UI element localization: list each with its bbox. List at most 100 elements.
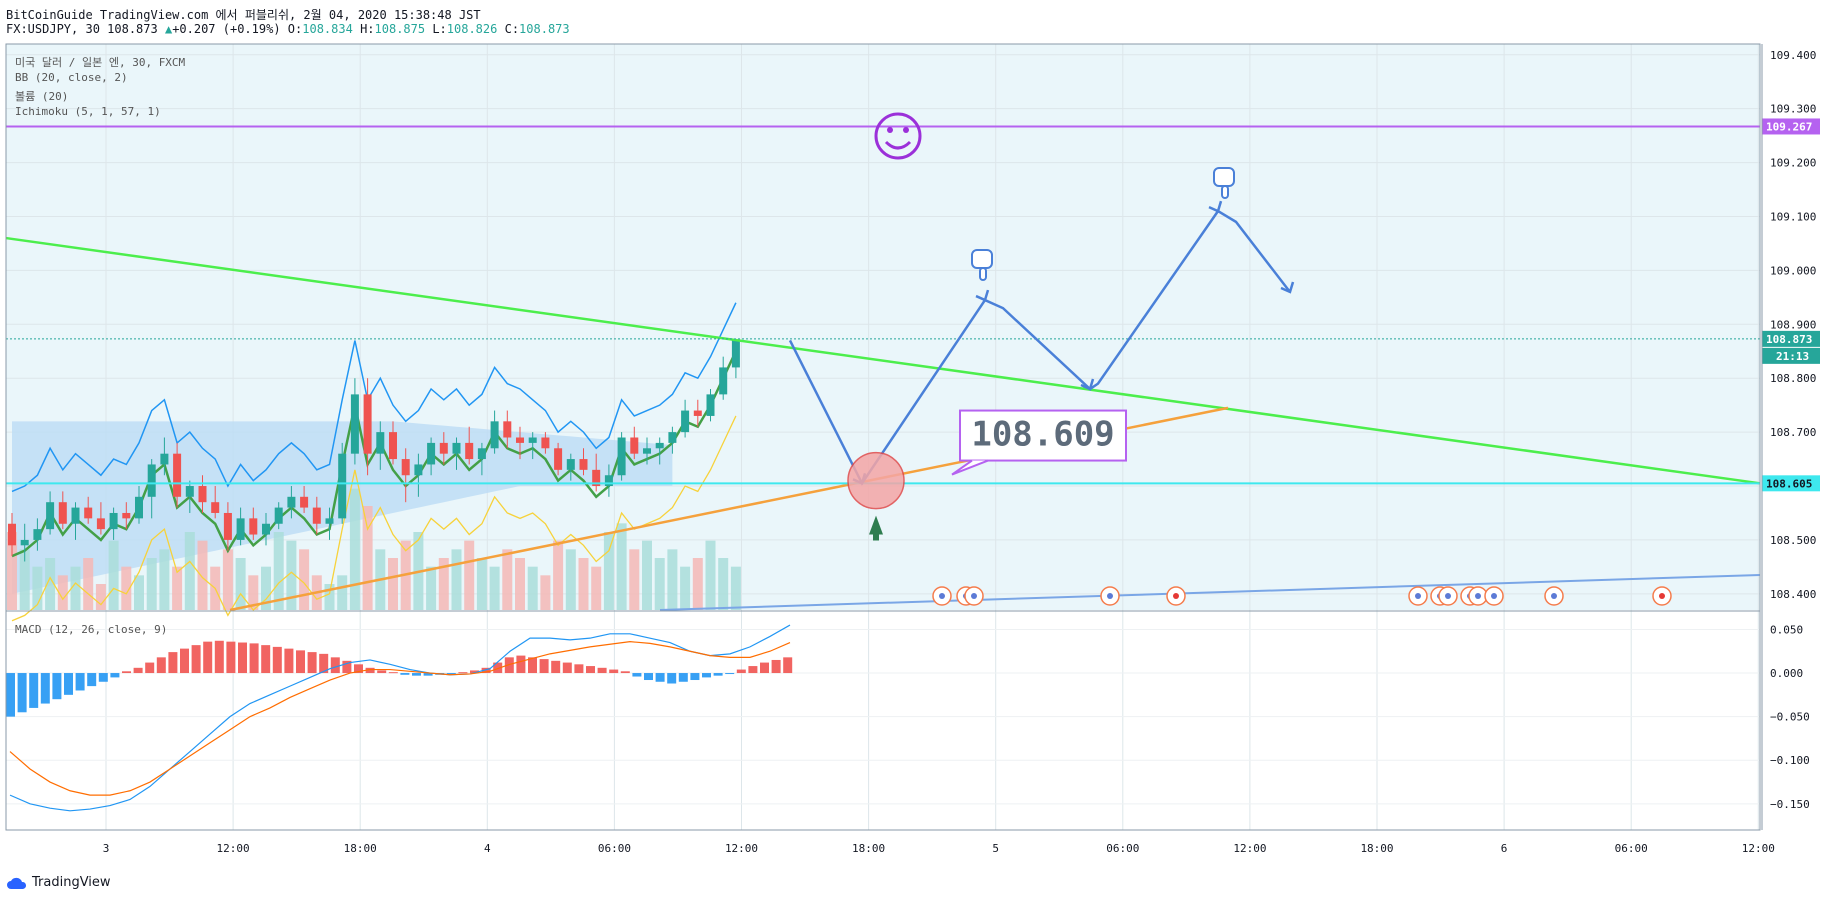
volume-bar <box>19 549 30 610</box>
macd-histogram-bar <box>736 669 746 674</box>
volume-bar <box>730 566 741 610</box>
change-arrow-icon: ▲ <box>164 22 173 36</box>
volume-bar <box>591 566 602 610</box>
price-chart[interactable]: 3 12:00 18:00 4 06:00 12:00 18:00 5 06:00 12:00 18… <box>0 0 1828 860</box>
macd-histogram-bar <box>296 650 305 674</box>
candle-body <box>516 437 524 443</box>
y-tick-label: 109.300 <box>1770 103 1816 116</box>
macd-histogram-bar <box>528 657 537 674</box>
volume-bar <box>197 540 208 610</box>
volume-bar <box>32 566 43 610</box>
candle-body <box>20 539 29 546</box>
price-target-text: 108.609 <box>971 415 1114 455</box>
countdown-tag: 21:13 <box>1776 350 1809 363</box>
tradingview-logo[interactable]: TradingView <box>6 875 111 890</box>
last-price-tag: 108.873 <box>1766 333 1812 346</box>
macd-histogram-bar <box>562 662 572 674</box>
candle-body <box>8 523 16 546</box>
macd-y-tick-label: −0.150 <box>1770 798 1810 811</box>
macd-histogram-bar <box>319 653 329 674</box>
macd-histogram-bar <box>342 660 352 674</box>
volume-bar <box>692 558 703 610</box>
macd-histogram-bar <box>98 673 108 682</box>
macd-histogram-bar <box>64 673 73 695</box>
volume-bar <box>565 549 576 610</box>
pointing-hand-icon <box>1213 167 1235 187</box>
tradingview-logo-text: TradingView <box>32 875 111 890</box>
x-tick-label: 12:00 <box>1742 842 1775 855</box>
volume-bar <box>578 558 589 610</box>
candle-body <box>58 502 67 524</box>
high-label: H: <box>360 22 375 36</box>
candle-body <box>122 512 131 519</box>
macd-histogram-bar <box>238 642 247 674</box>
x-tick-label: 12:00 <box>217 842 250 855</box>
x-tick-label: 4 <box>484 842 491 855</box>
volume-bar <box>108 540 119 610</box>
candle-body <box>668 432 677 443</box>
smiley-mouth-icon <box>884 140 912 150</box>
x-tick-label: 3 <box>103 842 110 855</box>
y-tick-label: 109.200 <box>1770 157 1816 170</box>
volume-bar <box>324 584 335 610</box>
x-tick-label: 06:00 <box>598 842 631 855</box>
macd-histogram-bar <box>377 670 387 674</box>
volume-bar <box>603 532 614 610</box>
volume-bar <box>451 549 462 610</box>
legend-macd: MACD (12, 26, close, 9) <box>15 623 168 636</box>
volume-bar <box>261 566 271 610</box>
y-tick-label: 108.400 <box>1770 588 1816 601</box>
callout-pointer <box>951 459 989 476</box>
volume-bar <box>527 566 538 610</box>
volume-bar <box>680 566 691 610</box>
publish-info: BitCoinGuide TradingView.com 에서 퍼블리쉬, 2월… <box>6 8 481 22</box>
target-circle <box>847 451 905 510</box>
legend-ichimoku: Ichimoku (5, 1, 57, 1) <box>15 105 161 118</box>
volume-bar <box>286 540 297 610</box>
macd-histogram-bar <box>214 640 224 674</box>
close-label: C: <box>504 22 520 36</box>
candle-body <box>592 469 601 487</box>
volume-bar <box>705 540 716 610</box>
candle-body <box>274 507 283 524</box>
candle-body <box>465 442 474 460</box>
macd-histogram-bar <box>783 657 793 674</box>
legend-volume: 볼륨 (20) <box>15 90 69 103</box>
macd-histogram-bar <box>272 646 282 674</box>
pointing-hand-icon <box>1221 185 1229 199</box>
macd-histogram-bar <box>702 673 711 678</box>
macd-histogram-bar <box>597 667 607 674</box>
long-support-line <box>659 573 1761 611</box>
volume-bar <box>222 549 233 610</box>
event-flag-icon <box>1475 593 1481 599</box>
legend-pair: 미국 달러 / 일본 엔, 30, FXCM <box>15 56 186 69</box>
macd-histogram-bar <box>145 662 155 674</box>
candle-body <box>71 507 80 524</box>
candle-body <box>681 410 690 433</box>
macd-histogram-bar <box>725 673 735 675</box>
macd-histogram-bar <box>191 645 201 674</box>
arrow-head <box>1080 378 1095 391</box>
volume-bar <box>172 566 183 610</box>
legend-bb: BB (20, close, 2) <box>15 71 128 84</box>
candle-body <box>173 453 182 497</box>
up-arrow-icon <box>869 515 883 541</box>
macd-histogram-bar <box>133 667 143 674</box>
price-target-box <box>959 409 1127 462</box>
candle-body <box>262 523 270 535</box>
macd-histogram-bar <box>400 673 410 675</box>
x-tick-label: 6 <box>1501 842 1508 855</box>
volume-bar <box>235 558 246 610</box>
volume-bar <box>629 549 640 610</box>
candle-body <box>363 394 372 454</box>
candle-body <box>376 432 385 454</box>
volume-bar <box>540 575 551 610</box>
candle-body <box>719 367 728 395</box>
close-value: 108.873 <box>519 22 570 36</box>
event-flag-icon <box>971 593 977 599</box>
macd-histogram-bar <box>203 641 213 674</box>
candle-body <box>198 486 207 503</box>
macd-histogram-bar <box>156 657 166 674</box>
macd-histogram-bar <box>423 673 433 676</box>
resistance-price-tag: 109.267 <box>1766 120 1812 133</box>
